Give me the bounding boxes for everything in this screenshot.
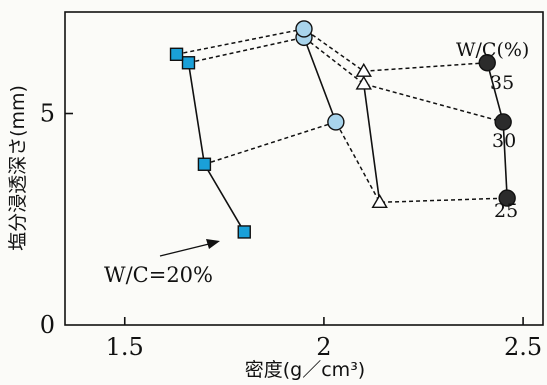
point-30-2: [355, 62, 372, 77]
y-tick-label-0: 0: [40, 311, 55, 339]
x-axis-label: 密度(g／cm³): [245, 359, 365, 381]
x-tick-label-0: 1.5: [106, 333, 144, 361]
series-line-30: [362, 71, 381, 203]
series-markers: [169, 20, 516, 239]
y-tick-label-1: 5: [40, 100, 55, 128]
series-label-25: 25: [494, 200, 518, 222]
point-35-1: [494, 113, 512, 131]
dashed-links: [176, 28, 508, 204]
dashed-link-1: [188, 36, 504, 123]
dashed-link-2: [204, 121, 508, 204]
annotation-arrow-line: [159, 242, 214, 257]
dashed-link-0: [176, 28, 488, 72]
point-20-0: [237, 225, 251, 239]
point-20-2: [181, 56, 196, 70]
series-line-20: [176, 53, 245, 233]
series-label-35: 35: [490, 72, 514, 94]
point-20-1: [197, 157, 212, 171]
point-35-2: [478, 54, 496, 72]
y-axis-label: 塩分浸透深さ(mm): [7, 85, 29, 251]
point-25-0: [327, 113, 345, 131]
point-20-3: [169, 47, 184, 61]
annotation-arrowhead: [206, 239, 220, 249]
plot-frame: [64, 11, 544, 326]
series-label-30: 30: [492, 130, 516, 152]
point-35-0: [498, 189, 516, 207]
axis-ticks: 1.5 2 2.5 0 5: [40, 100, 542, 361]
wc20-annotation: W/C=20%: [104, 263, 213, 287]
x-tick-label-1: 2: [316, 333, 331, 361]
point-30-0: [371, 193, 388, 209]
legend-title: W/C(%): [456, 39, 529, 61]
point-30-1: [355, 75, 372, 90]
point-25-2: [295, 20, 313, 38]
x-tick-label-2: 2.5: [504, 333, 542, 361]
